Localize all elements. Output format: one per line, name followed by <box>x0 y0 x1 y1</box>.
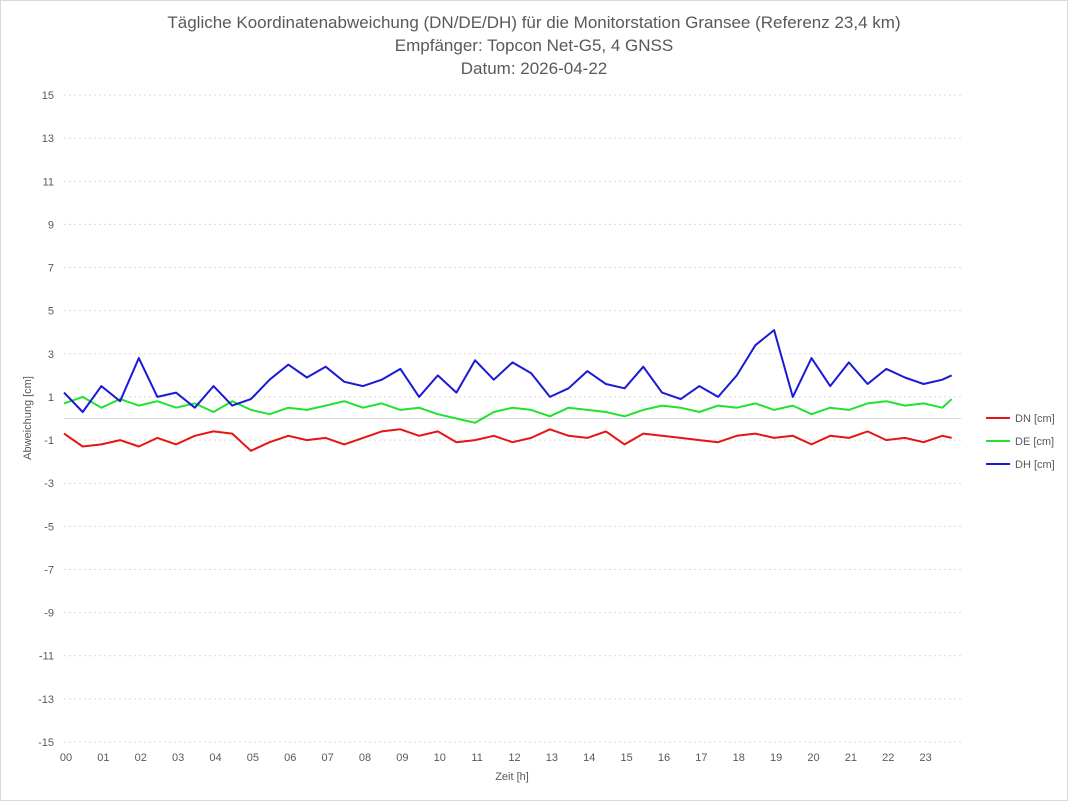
x-tick-label: 08 <box>359 752 371 764</box>
y-tick-label: 13 <box>42 133 54 145</box>
y-tick-label: 1 <box>48 392 54 404</box>
x-tick-label: 18 <box>733 752 745 764</box>
series-lines <box>63 329 953 452</box>
y-tick-label: -7 <box>44 564 54 576</box>
x-tick-label: 05 <box>247 752 259 764</box>
y-tick-label: -13 <box>38 694 54 706</box>
y-axis-label: Abweichung [cm] <box>22 376 34 460</box>
x-axis-ticks: 00 01 02 03 04 05 06 07 08 09 10 11 12 13 14 15 16 17 18 19… <box>60 752 932 764</box>
legend-label: DH [cm] <box>1015 459 1055 471</box>
x-tick-label: 10 <box>434 752 446 764</box>
x-tick-label: 14 <box>583 752 595 764</box>
y-tick-label: -9 <box>44 608 54 620</box>
x-tick-label: 01 <box>97 752 109 764</box>
y-tick-label: 15 <box>42 90 54 102</box>
y-tick-label: -1 <box>44 435 54 447</box>
x-tick-label: 06 <box>284 752 296 764</box>
legend: DN [cm] DE [cm] DH [cm] <box>986 413 1055 471</box>
y-tick-label: -11 <box>39 651 54 663</box>
y-tick-label: 9 <box>48 219 54 231</box>
x-tick-label: 04 <box>209 752 221 764</box>
y-tick-label: -3 <box>44 478 54 490</box>
y-tick-label: 3 <box>48 349 54 361</box>
y-tick-label: 5 <box>48 306 54 318</box>
legend-label: DE [cm] <box>1015 436 1054 448</box>
y-axis-ticks: 15 13 11 9 7 5 3 1 -1 -3 -5 -7 -9 -11 -13 -15 <box>38 90 54 749</box>
x-tick-label: 21 <box>845 752 857 764</box>
chart-subtitle: Empfänger: Topcon Net-G5, 4 GNSS <box>394 36 674 55</box>
x-axis-label: Zeit [h] <box>495 771 529 783</box>
x-tick-label: 11 <box>471 752 482 764</box>
x-tick-label: 03 <box>172 752 184 764</box>
series-line-0 <box>63 428 952 452</box>
x-tick-label: 12 <box>508 752 520 764</box>
x-tick-label: 09 <box>396 752 408 764</box>
y-tick-label: 11 <box>43 176 54 188</box>
x-tick-label: 02 <box>135 752 147 764</box>
x-tick-label: 07 <box>322 752 334 764</box>
x-tick-label: 13 <box>546 752 558 764</box>
x-tick-label: 00 <box>60 752 72 764</box>
legend-label: DN [cm] <box>1015 413 1055 425</box>
x-tick-label: 23 <box>920 752 932 764</box>
series-line-1 <box>63 395 953 424</box>
y-tick-label: -5 <box>44 521 54 533</box>
x-tick-label: 20 <box>807 752 819 764</box>
series-line-2 <box>63 329 953 413</box>
y-tick-label: -15 <box>38 737 54 749</box>
x-tick-label: 22 <box>882 752 894 764</box>
gridlines <box>64 94 961 743</box>
x-tick-label: 15 <box>621 752 633 764</box>
x-tick-label: 17 <box>695 752 707 764</box>
x-tick-label: 19 <box>770 752 782 764</box>
chart-title: Tägliche Koordinatenabweichung (DN/DE/DH… <box>167 13 901 32</box>
x-tick-label: 16 <box>658 752 670 764</box>
y-tick-label: 7 <box>48 263 54 275</box>
chart-date: Datum: 2026-04-22 <box>460 59 608 78</box>
